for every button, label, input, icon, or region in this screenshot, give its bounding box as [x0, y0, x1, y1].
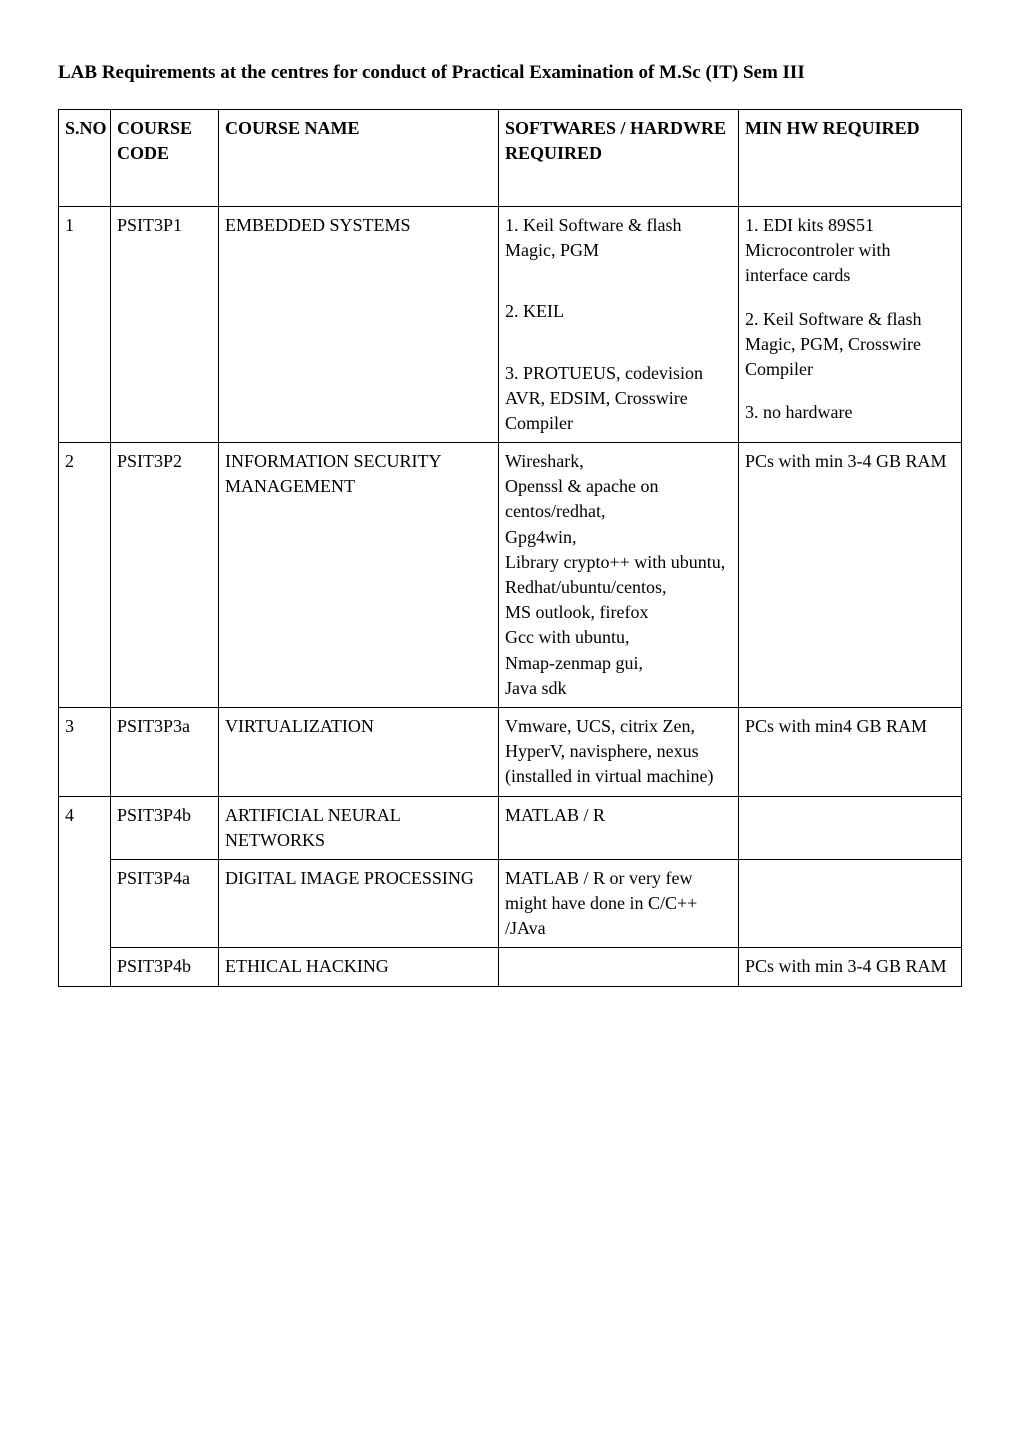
cell-sno: 4 [59, 796, 111, 986]
sw-item: 1. Keil Software & flash Magic, PGM [505, 213, 732, 263]
cell-sw: MATLAB / R or very few might have done i… [499, 859, 739, 948]
cell-name: INFORMATION SECURITY MANAGEMENT [219, 443, 499, 708]
col-name: COURSE NAME [219, 109, 499, 206]
cell-sno: 1 [59, 206, 111, 442]
cell-sw: Vmware, UCS, citrix Zen, HyperV, navisph… [499, 707, 739, 796]
table-row: 2 PSIT3P2 INFORMATION SECURITY MANAGEMEN… [59, 443, 962, 708]
cell-name: DIGITAL IMAGE PROCESSING [219, 859, 499, 948]
cell-hw [739, 859, 962, 948]
cell-sw [499, 948, 739, 986]
cell-hw: PCs with min 3-4 GB RAM [739, 948, 962, 986]
table-row: PSIT3P4b ETHICAL HACKING PCs with min 3-… [59, 948, 962, 986]
cell-sno: 2 [59, 443, 111, 708]
cell-code: PSIT3P1 [111, 206, 219, 442]
cell-code: PSIT3P4b [111, 796, 219, 859]
hw-item: 1. EDI kits 89S51 Microcontroler with in… [745, 213, 955, 289]
cell-name: ETHICAL HACKING [219, 948, 499, 986]
table-row: 3 PSIT3P3a VIRTUALIZATION Vmware, UCS, c… [59, 707, 962, 796]
cell-code: PSIT3P4b [111, 948, 219, 986]
sw-item: 3. PROTUEUS, codevision AVR, EDSIM, Cros… [505, 361, 732, 437]
hw-item: 2. Keil Software & flash Magic, PGM, Cro… [745, 307, 955, 383]
cell-name: EMBEDDED SYSTEMS [219, 206, 499, 442]
col-sno: S.NO [59, 109, 111, 206]
cell-hw: 1. EDI kits 89S51 Microcontroler with in… [739, 206, 962, 442]
cell-name: ARTIFICIAL NEURAL NETWORKS [219, 796, 499, 859]
cell-sno: 3 [59, 707, 111, 796]
page: LAB Requirements at the centres for cond… [0, 0, 1020, 1442]
col-sw: SOFTWARES / HARDWRE REQUIRED [499, 109, 739, 206]
cell-sw: Wireshark, Openssl & apache on centos/re… [499, 443, 739, 708]
page-title: LAB Requirements at the centres for cond… [58, 60, 962, 87]
cell-name: VIRTUALIZATION [219, 707, 499, 796]
cell-hw: PCs with min 3-4 GB RAM [739, 443, 962, 708]
sw-item: 2. KEIL [505, 281, 732, 342]
cell-sw: MATLAB / R [499, 796, 739, 859]
cell-code: PSIT3P4a [111, 859, 219, 948]
hw-item: 3. no hardware [745, 400, 955, 425]
cell-code: PSIT3P3a [111, 707, 219, 796]
col-hw: MIN HW REQUIRED [739, 109, 962, 206]
cell-hw: PCs with min4 GB RAM [739, 707, 962, 796]
col-code: COURSE CODE [111, 109, 219, 206]
cell-hw [739, 796, 962, 859]
table-row: 1 PSIT3P1 EMBEDDED SYSTEMS 1. Keil Softw… [59, 206, 962, 442]
cell-sw: 1. Keil Software & flash Magic, PGM 2. K… [499, 206, 739, 442]
requirements-table: S.NO COURSE CODE COURSE NAME SOFTWARES /… [58, 109, 962, 987]
cell-code: PSIT3P2 [111, 443, 219, 708]
table-header-row: S.NO COURSE CODE COURSE NAME SOFTWARES /… [59, 109, 962, 206]
table-row: PSIT3P4a DIGITAL IMAGE PROCESSING MATLAB… [59, 859, 962, 948]
table-row: 4 PSIT3P4b ARTIFICIAL NEURAL NETWORKS MA… [59, 796, 962, 859]
